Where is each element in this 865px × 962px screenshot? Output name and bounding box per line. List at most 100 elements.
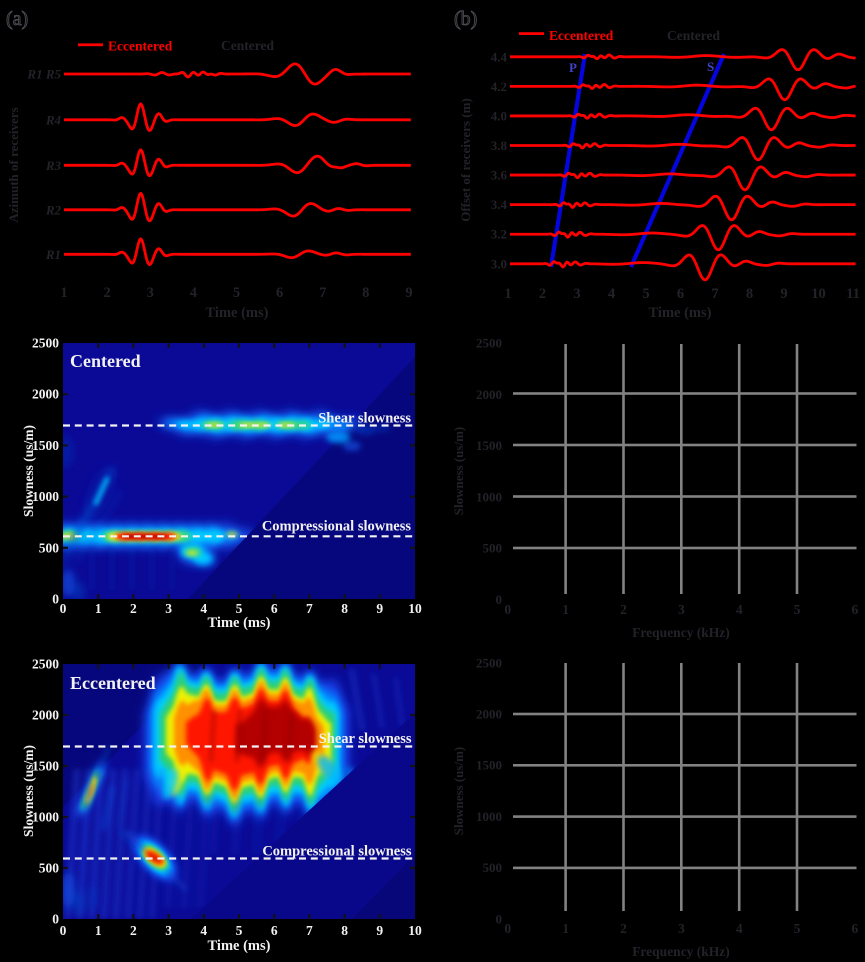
svg-text:R1: R1 bbox=[45, 247, 61, 262]
svg-text:Compressional slowness: Compressional slowness bbox=[262, 519, 412, 535]
svg-text:Time (ms): Time (ms) bbox=[206, 305, 269, 321]
svg-text:5: 5 bbox=[642, 286, 649, 302]
svg-text:5: 5 bbox=[794, 602, 801, 617]
svg-text:3: 3 bbox=[678, 602, 685, 617]
svg-text:4.4: 4.4 bbox=[491, 49, 508, 64]
svg-text:5: 5 bbox=[794, 921, 801, 936]
svg-text:2500: 2500 bbox=[32, 657, 59, 672]
svg-text:1000: 1000 bbox=[476, 809, 502, 824]
svg-text:0: 0 bbox=[504, 602, 511, 617]
svg-text:Centered: Centered bbox=[221, 38, 274, 53]
svg-text:(a): (a) bbox=[6, 8, 28, 30]
svg-text:2000: 2000 bbox=[476, 387, 502, 402]
svg-text:0: 0 bbox=[52, 912, 59, 927]
svg-text:6: 6 bbox=[677, 286, 684, 302]
svg-text:Eccentered: Eccentered bbox=[549, 28, 614, 43]
svg-text:Eccentered: Eccentered bbox=[70, 673, 156, 693]
svg-text:Eccentered: Eccentered bbox=[108, 39, 173, 54]
svg-text:3: 3 bbox=[165, 923, 172, 938]
svg-text:1: 1 bbox=[562, 921, 569, 936]
svg-text:0: 0 bbox=[496, 912, 503, 927]
svg-text:3.0: 3.0 bbox=[491, 256, 507, 271]
svg-text:Centered: Centered bbox=[70, 351, 141, 371]
svg-text:0: 0 bbox=[60, 923, 67, 938]
svg-text:2500: 2500 bbox=[32, 336, 59, 351]
svg-text:2: 2 bbox=[539, 286, 546, 302]
svg-text:7: 7 bbox=[306, 923, 313, 938]
svg-text:4: 4 bbox=[608, 286, 615, 302]
svg-text:Offset of receivers (m): Offset of receivers (m) bbox=[458, 98, 473, 222]
svg-text:8: 8 bbox=[341, 601, 348, 616]
svg-text:0: 0 bbox=[52, 592, 59, 607]
svg-text:9: 9 bbox=[780, 286, 787, 302]
svg-text:5: 5 bbox=[236, 923, 243, 938]
svg-text:1500: 1500 bbox=[476, 758, 502, 773]
svg-text:6: 6 bbox=[276, 285, 283, 301]
svg-text:1: 1 bbox=[60, 285, 67, 301]
svg-text:2500: 2500 bbox=[476, 336, 502, 351]
svg-text:R1 R5: R1 R5 bbox=[26, 67, 61, 82]
svg-text:S: S bbox=[707, 59, 714, 74]
svg-text:(b): (b) bbox=[454, 8, 477, 30]
svg-text:0: 0 bbox=[60, 601, 67, 616]
svg-text:3: 3 bbox=[573, 286, 580, 302]
svg-text:Time (ms): Time (ms) bbox=[208, 938, 271, 954]
svg-text:3.4: 3.4 bbox=[491, 197, 508, 212]
svg-text:4: 4 bbox=[736, 921, 743, 936]
svg-text:1500: 1500 bbox=[476, 438, 502, 453]
svg-text:2: 2 bbox=[103, 285, 110, 301]
svg-text:8: 8 bbox=[341, 923, 348, 938]
svg-text:4: 4 bbox=[736, 602, 743, 617]
svg-text:3.8: 3.8 bbox=[491, 138, 508, 153]
svg-text:1000: 1000 bbox=[32, 810, 59, 825]
svg-text:3.6: 3.6 bbox=[491, 168, 508, 183]
svg-text:2: 2 bbox=[620, 602, 627, 617]
svg-text:10: 10 bbox=[408, 923, 422, 938]
svg-text:Frequency (kHz): Frequency (kHz) bbox=[632, 944, 730, 959]
svg-text:0: 0 bbox=[496, 592, 503, 607]
svg-text:9: 9 bbox=[405, 285, 412, 301]
svg-text:4.0: 4.0 bbox=[491, 108, 507, 123]
svg-text:3: 3 bbox=[678, 921, 685, 936]
svg-text:8: 8 bbox=[362, 285, 369, 301]
svg-text:Slowness (us/m): Slowness (us/m) bbox=[451, 747, 466, 836]
svg-text:3.2: 3.2 bbox=[491, 227, 507, 242]
svg-text:7: 7 bbox=[306, 601, 313, 616]
svg-text:Centered: Centered bbox=[667, 28, 720, 43]
svg-text:2: 2 bbox=[130, 601, 137, 616]
svg-text:Shear slowness: Shear slowness bbox=[318, 411, 411, 427]
svg-text:0: 0 bbox=[504, 921, 511, 936]
svg-text:4.2: 4.2 bbox=[491, 79, 507, 94]
svg-text:2500: 2500 bbox=[476, 656, 502, 671]
svg-text:1500: 1500 bbox=[32, 759, 59, 774]
svg-text:5: 5 bbox=[233, 285, 240, 301]
svg-text:1: 1 bbox=[95, 923, 102, 938]
svg-text:Compressional slowness: Compressional slowness bbox=[262, 844, 412, 860]
svg-text:Slowness (us/m): Slowness (us/m) bbox=[451, 427, 466, 516]
svg-text:6: 6 bbox=[271, 601, 278, 616]
svg-text:4: 4 bbox=[190, 285, 197, 301]
svg-text:2000: 2000 bbox=[32, 708, 59, 723]
svg-text:3: 3 bbox=[165, 601, 172, 616]
svg-text:2000: 2000 bbox=[476, 707, 502, 722]
svg-text:6: 6 bbox=[271, 923, 278, 938]
svg-text:10: 10 bbox=[811, 286, 826, 302]
svg-text:9: 9 bbox=[376, 601, 383, 616]
svg-text:500: 500 bbox=[483, 541, 503, 556]
svg-text:R4: R4 bbox=[45, 112, 62, 127]
svg-text:1500: 1500 bbox=[32, 438, 59, 453]
svg-text:4: 4 bbox=[200, 923, 207, 938]
svg-text:6: 6 bbox=[852, 921, 859, 936]
svg-text:7: 7 bbox=[319, 285, 326, 301]
svg-text:2000: 2000 bbox=[32, 387, 59, 402]
svg-text:R3: R3 bbox=[45, 158, 62, 173]
svg-text:Frequency (kHz): Frequency (kHz) bbox=[632, 625, 730, 640]
svg-text:Time (ms): Time (ms) bbox=[208, 615, 271, 631]
svg-text:7: 7 bbox=[711, 286, 718, 302]
svg-text:10: 10 bbox=[408, 601, 422, 616]
svg-text:3: 3 bbox=[147, 285, 154, 301]
svg-text:1: 1 bbox=[95, 601, 102, 616]
svg-text:5: 5 bbox=[236, 601, 243, 616]
svg-text:Slowness (us/m): Slowness (us/m) bbox=[21, 425, 36, 517]
svg-text:1: 1 bbox=[562, 602, 569, 617]
